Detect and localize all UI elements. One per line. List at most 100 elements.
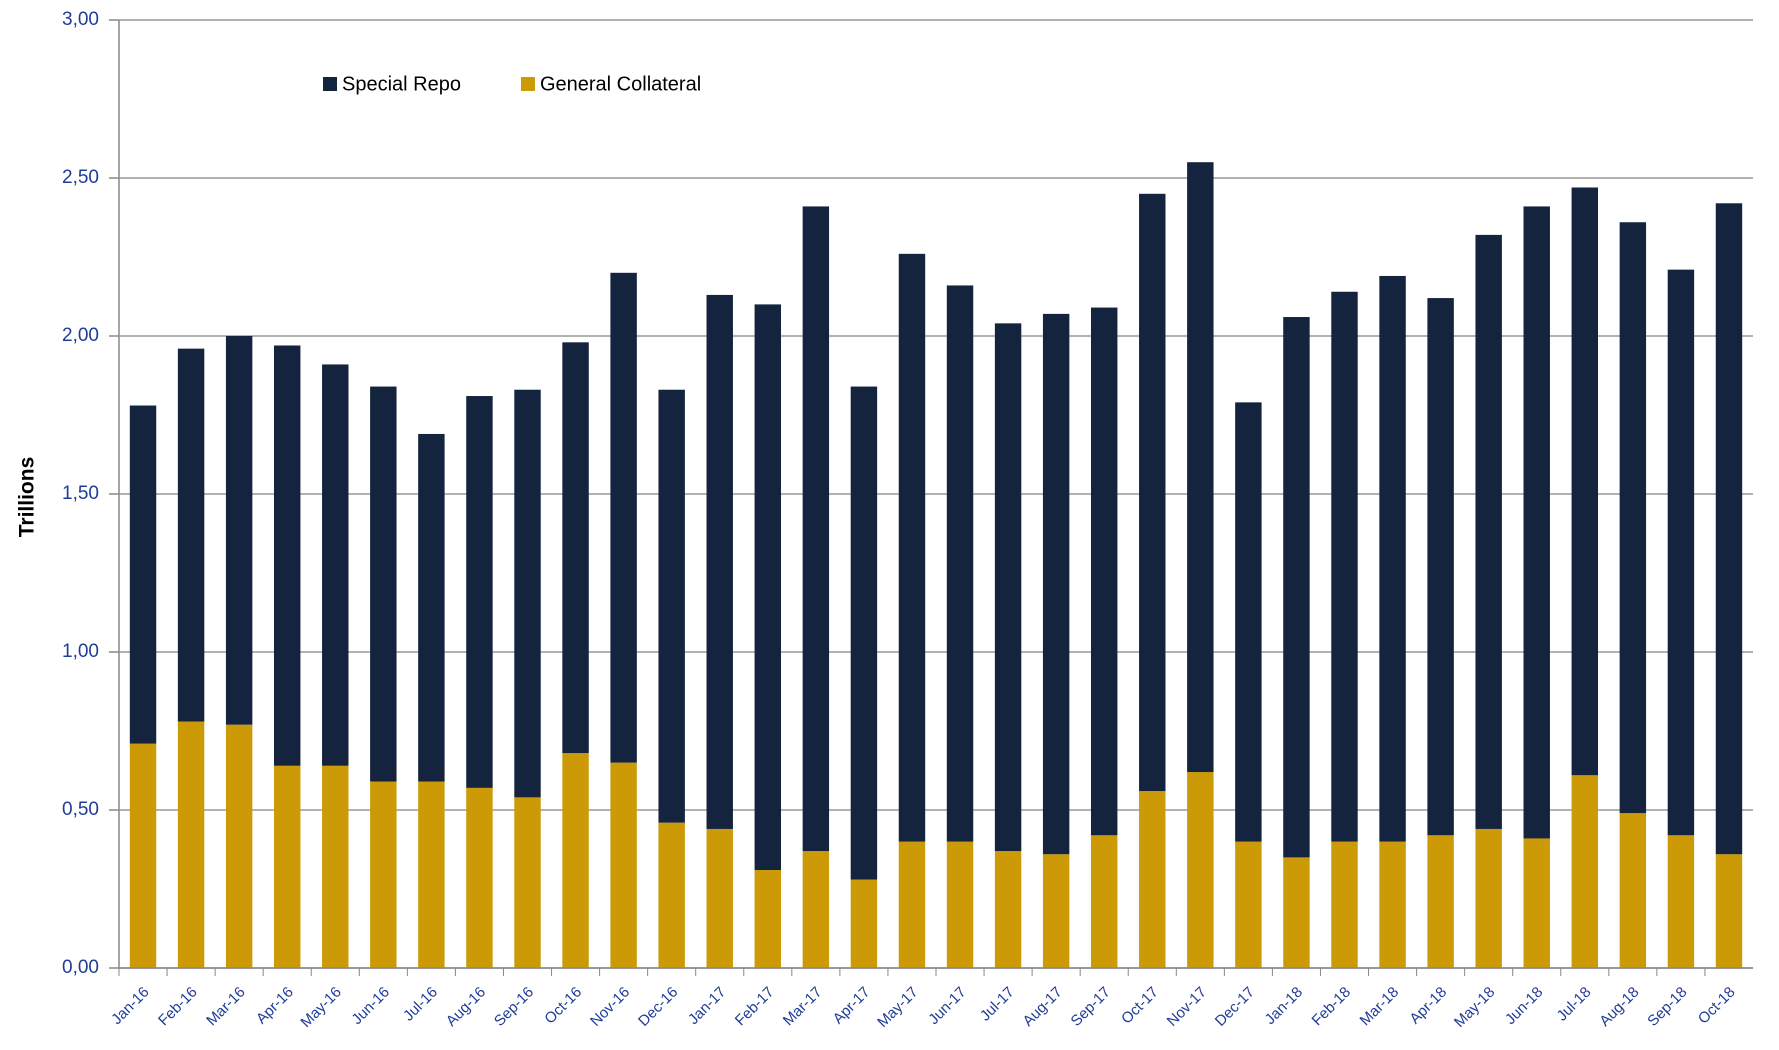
x-tick-label: Dec-17	[1212, 984, 1258, 1030]
bar-segment	[1235, 402, 1262, 842]
x-tick-label: Jun-16	[348, 984, 392, 1028]
x-tick-label: Feb-17	[732, 984, 778, 1030]
bar-segment	[1667, 835, 1695, 968]
x-tick-label: Aug-18	[1596, 984, 1642, 1030]
bar-segment	[225, 336, 253, 725]
bar-segment	[754, 870, 782, 968]
legend-label: General Collateral	[540, 73, 701, 95]
x-tick-label: Jan-18	[1262, 984, 1306, 1028]
bar-segment	[1379, 275, 1406, 842]
bar-segment	[1139, 791, 1166, 968]
x-tick-label: Nov-16	[587, 984, 633, 1030]
bar-segment	[129, 743, 157, 968]
bar-segment	[1042, 313, 1070, 855]
x-tick-label: Oct-16	[541, 984, 585, 1028]
bar-segment	[1090, 835, 1118, 968]
bar-segment	[1571, 187, 1599, 776]
x-tick-label: Jun-17	[925, 984, 969, 1028]
bar-segment	[1427, 835, 1454, 968]
bar-segment	[850, 386, 878, 880]
x-tick-label: May-18	[1451, 984, 1498, 1031]
bar-segment	[129, 405, 157, 744]
bar-segment	[562, 753, 589, 968]
bar-segment	[994, 323, 1022, 852]
x-tick-label: Jan-17	[685, 984, 729, 1028]
bar-segment	[1619, 222, 1647, 814]
bar-segment	[754, 304, 782, 871]
x-tick-label: May-17	[874, 984, 921, 1031]
bar-segment	[322, 364, 349, 766]
bar-segment	[273, 765, 301, 968]
bar-segment	[1715, 854, 1743, 968]
bar-segment	[177, 348, 205, 722]
x-tick-label: Feb-18	[1309, 984, 1355, 1030]
y-tick-label: 3,00	[62, 9, 99, 30]
x-tick-label: Mar-18	[1357, 984, 1403, 1030]
bar-segment	[898, 841, 926, 968]
bar-segment	[1475, 828, 1502, 968]
bar-segment	[1523, 206, 1550, 839]
bar-segment	[514, 389, 541, 798]
bar-segment	[177, 721, 205, 968]
bar-segment	[370, 781, 397, 968]
bar-segment	[946, 841, 974, 968]
bar-segment	[1331, 291, 1358, 842]
x-tick-label: Aug-16	[443, 984, 489, 1030]
y-tick-label: 2,50	[62, 167, 99, 188]
x-tick-label: Mar-17	[780, 984, 826, 1030]
bar-segment	[706, 294, 733, 829]
bar-segment	[562, 342, 589, 754]
legend-swatch	[323, 77, 337, 91]
bar-segment	[418, 781, 445, 968]
bar-segment	[1667, 269, 1695, 836]
x-tick-label: Nov-17	[1164, 984, 1210, 1030]
bar-segment	[1427, 298, 1454, 836]
bar-segment	[1379, 841, 1406, 968]
bar-segment	[514, 797, 541, 968]
legend-label: Special Repo	[342, 73, 461, 95]
bar-segment	[946, 285, 974, 842]
x-tick-label: May-16	[298, 984, 345, 1031]
bar-segment	[1331, 841, 1358, 968]
bar-segment	[466, 787, 493, 968]
bar-segment	[1283, 317, 1310, 858]
bar-segment	[610, 762, 637, 968]
x-tick-label: Mar-16	[203, 984, 249, 1030]
x-tick-label: Apr-18	[1406, 984, 1450, 1028]
bar-segment	[1235, 841, 1262, 968]
bar-segment	[898, 253, 926, 842]
x-tick-label: Dec-16	[635, 984, 681, 1030]
y-tick-label: 1,00	[62, 641, 99, 662]
y-axis-title: Trillions	[16, 457, 39, 538]
bar-segment	[994, 851, 1022, 968]
y-tick-label: 2,00	[62, 325, 99, 346]
bar-segment	[322, 765, 349, 968]
bar-segment	[1571, 775, 1599, 968]
bar-segment	[802, 206, 830, 852]
bar-segment	[1187, 162, 1214, 773]
bar-segment	[850, 879, 878, 968]
bar-segment	[466, 396, 493, 788]
bar-segment	[1090, 307, 1118, 836]
bar-segment	[1475, 234, 1502, 829]
bar-segment	[1187, 772, 1214, 968]
x-tick-label: Jun-18	[1502, 984, 1546, 1028]
bar-segment	[1139, 193, 1166, 792]
bar-segment	[706, 828, 733, 968]
x-tick-label: Sep-17	[1068, 984, 1114, 1030]
x-tick-label: Oct-17	[1118, 984, 1162, 1028]
bar-segment	[273, 345, 301, 766]
bar-segment	[658, 822, 685, 968]
x-tick-label: Aug-17	[1020, 984, 1066, 1030]
bar-segment	[1042, 854, 1070, 968]
x-tick-label: Apr-16	[253, 984, 297, 1028]
x-tick-label: Apr-17	[830, 984, 874, 1028]
x-tick-label: Jul-16	[400, 984, 441, 1025]
bar-segment	[370, 386, 397, 782]
bar-segment	[225, 724, 253, 968]
x-tick-label: Jul-18	[1554, 984, 1595, 1025]
bar-segment	[610, 272, 637, 763]
bar-segment	[1715, 203, 1743, 855]
bar-segment	[418, 433, 445, 782]
